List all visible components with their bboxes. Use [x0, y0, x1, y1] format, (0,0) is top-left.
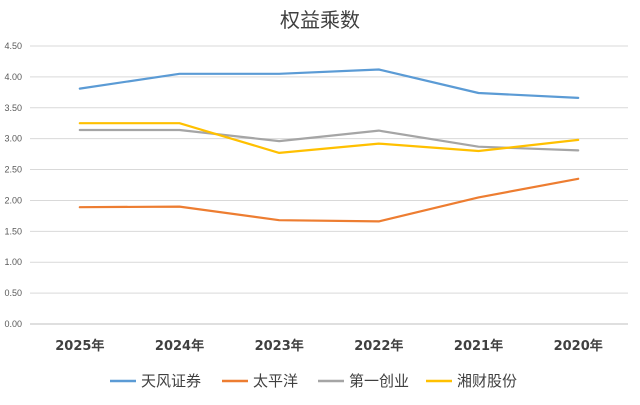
series-line-2: [78, 177, 580, 223]
x-tick-label: 2025年: [55, 338, 104, 354]
series-line-3: [78, 128, 580, 152]
y-tick-label: 0.50: [4, 288, 22, 298]
x-tick-label: 2023年: [255, 338, 304, 354]
y-tick-label: 4.50: [4, 41, 22, 51]
x-tick-label: 2020年: [554, 338, 603, 354]
y-tick-label: 3.50: [4, 103, 22, 113]
x-tick-label: 2024年: [155, 338, 204, 354]
series-line-1: [78, 68, 580, 100]
series-line-4: [78, 122, 580, 154]
y-tick-label: 0.00: [4, 319, 22, 329]
y-tick-label: 2.00: [4, 195, 22, 205]
legend-label: 天风证券: [141, 372, 201, 390]
legend: 天风证券 太平洋 第一创业 湘财股份: [110, 372, 517, 390]
chart-title: 权益乘数: [280, 8, 360, 32]
y-tick-label: 1.50: [4, 226, 22, 236]
y-tick-label: 4.00: [4, 72, 22, 82]
legend-label: 第一创业: [349, 372, 409, 390]
y-tick-label: 3.00: [4, 134, 22, 144]
legend-label: 太平洋: [253, 372, 298, 390]
legend-label: 湘财股份: [457, 372, 517, 390]
y-tick-label: 1.00: [4, 257, 22, 267]
y-tick-label: 2.50: [4, 165, 22, 175]
x-tick-label: 2021年: [454, 338, 503, 354]
series-lines: [78, 68, 580, 223]
y-axis-ticks: 0.00 0.50 1.00 1.50 2.00 2.50 3.00 3.50 4.00 4.50: [4, 41, 22, 329]
x-axis-ticks: 2025年 2024年 2023年 2022年 2021年 2020年: [55, 338, 603, 354]
gridlines: [30, 45, 628, 325]
x-tick-label: 2022年: [354, 338, 403, 354]
